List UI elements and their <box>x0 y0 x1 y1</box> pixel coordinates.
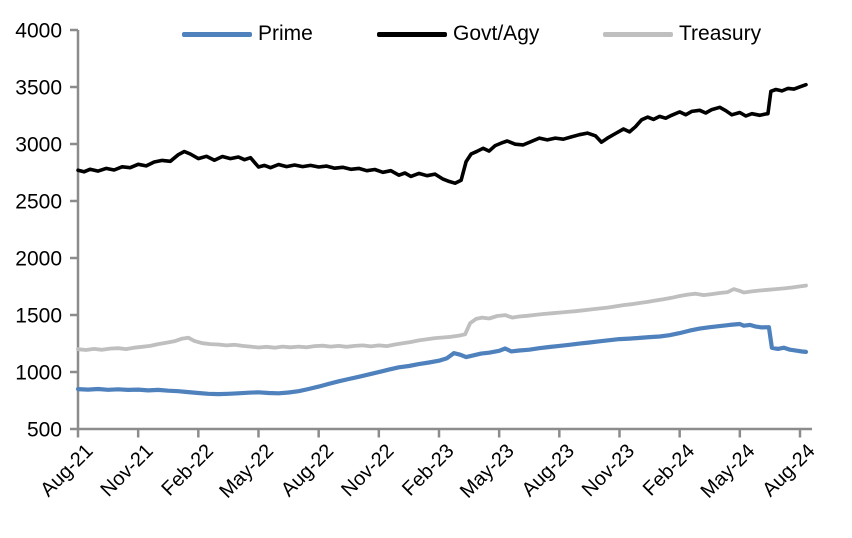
legend-label-treasury: Treasury <box>679 22 762 45</box>
legend-label-prime: Prime <box>258 22 313 45</box>
x-tick-label: Nov-21 <box>97 440 158 501</box>
treasury-series-line <box>76 283 808 352</box>
y-tick-label: 2000 <box>15 248 62 271</box>
legend-label-govt-agy: Govt/Agy <box>453 22 540 45</box>
y-tick-label: 500 <box>27 419 62 442</box>
x-tick-label: May-22 <box>215 440 278 503</box>
legend-item-treasury: Treasury <box>603 22 761 46</box>
govt-agy-series-line <box>76 82 808 185</box>
y-tick-label: 3500 <box>15 77 62 100</box>
x-tick-label: May-23 <box>456 440 519 503</box>
x-tick-label: Aug-21 <box>36 440 97 501</box>
treasury-line-swatch-icon <box>603 31 673 37</box>
x-tick-label: Feb-23 <box>398 440 458 500</box>
y-tick-label: 2500 <box>15 191 62 214</box>
x-tick-label: Aug-22 <box>277 440 338 501</box>
x-tick-label: May-24 <box>697 440 760 503</box>
x-tick-label: Aug-24 <box>758 440 819 501</box>
x-tick-label: Feb-24 <box>639 440 699 500</box>
govt-agy-line-swatch-icon <box>377 31 447 37</box>
prime-line-swatch-icon <box>182 31 252 37</box>
x-tick-label: Feb-22 <box>157 440 217 500</box>
y-tick-label: 3000 <box>15 134 62 157</box>
x-tick-label: Nov-22 <box>337 440 398 501</box>
prime-series-line <box>75 321 809 397</box>
legend-item-govt-agy: Govt/Agy <box>377 22 539 46</box>
y-tick-label: 1000 <box>15 362 62 385</box>
x-tick-label: Nov-23 <box>578 440 639 501</box>
y-tick-label: 4000 <box>15 20 62 43</box>
legend-item-prime: Prime <box>182 22 313 46</box>
x-tick-label: Aug-23 <box>518 440 579 501</box>
y-tick-label: 1500 <box>15 305 62 328</box>
